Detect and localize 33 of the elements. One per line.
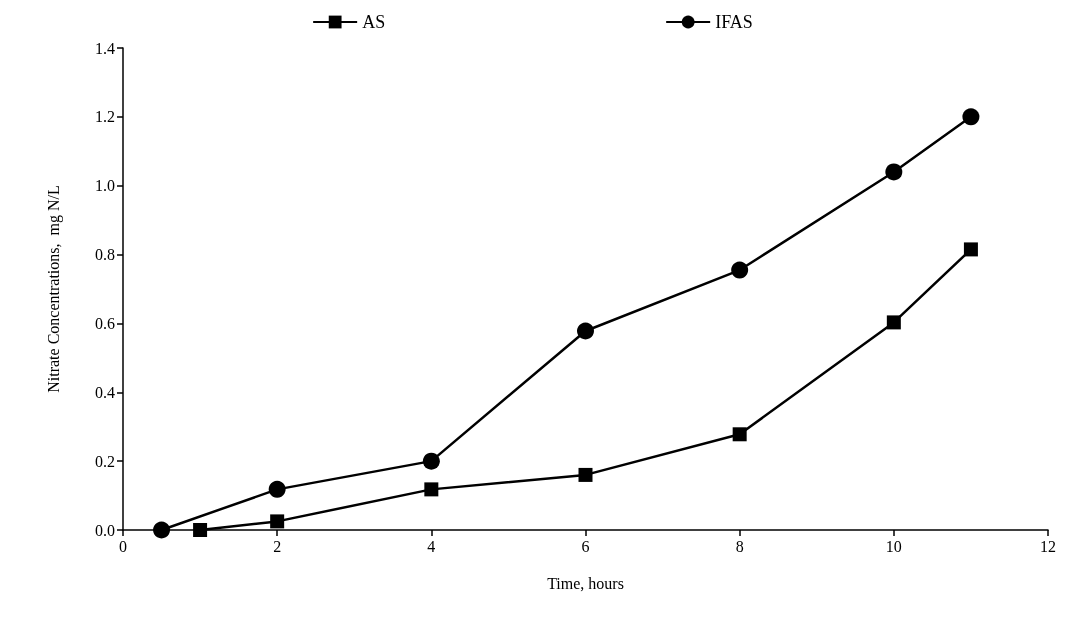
y-tick-label: 0.0 [95,521,115,539]
point [732,427,747,442]
legend-label: IFAS [715,12,753,32]
y-axis-title: Nitrate Concentrations, mg N/L [44,185,63,393]
x-tick-label: 0 [119,537,127,555]
y-tick-label: 1.0 [95,177,115,195]
point [193,523,208,537]
point [578,467,593,482]
x-axis-title: Time, hours [547,574,624,592]
legend-label: AS [362,12,386,32]
point [962,108,980,126]
point [577,322,594,340]
point [886,315,901,330]
point [885,163,903,181]
y-tick-label: 1.4 [95,39,115,57]
x-tick-label: 4 [427,537,436,555]
y-tick-label: 1.2 [95,108,115,126]
point [268,480,286,498]
point [422,452,440,470]
x-tick-label: 6 [581,537,590,555]
y-tick-label: 0.4 [95,383,115,401]
point [153,521,171,539]
x-tick-label: 12 [1040,537,1056,555]
point [270,514,285,529]
point [424,482,439,497]
x-tick-label: 8 [735,537,744,555]
point [731,261,749,279]
x-tick-label: 2 [273,537,282,555]
point [963,242,978,257]
x-tick-label: 10 [885,537,902,555]
y-tick-label: 0.2 [95,452,115,470]
y-tick-label: 0.6 [95,314,115,332]
y-tick-label: 0.8 [95,246,115,264]
